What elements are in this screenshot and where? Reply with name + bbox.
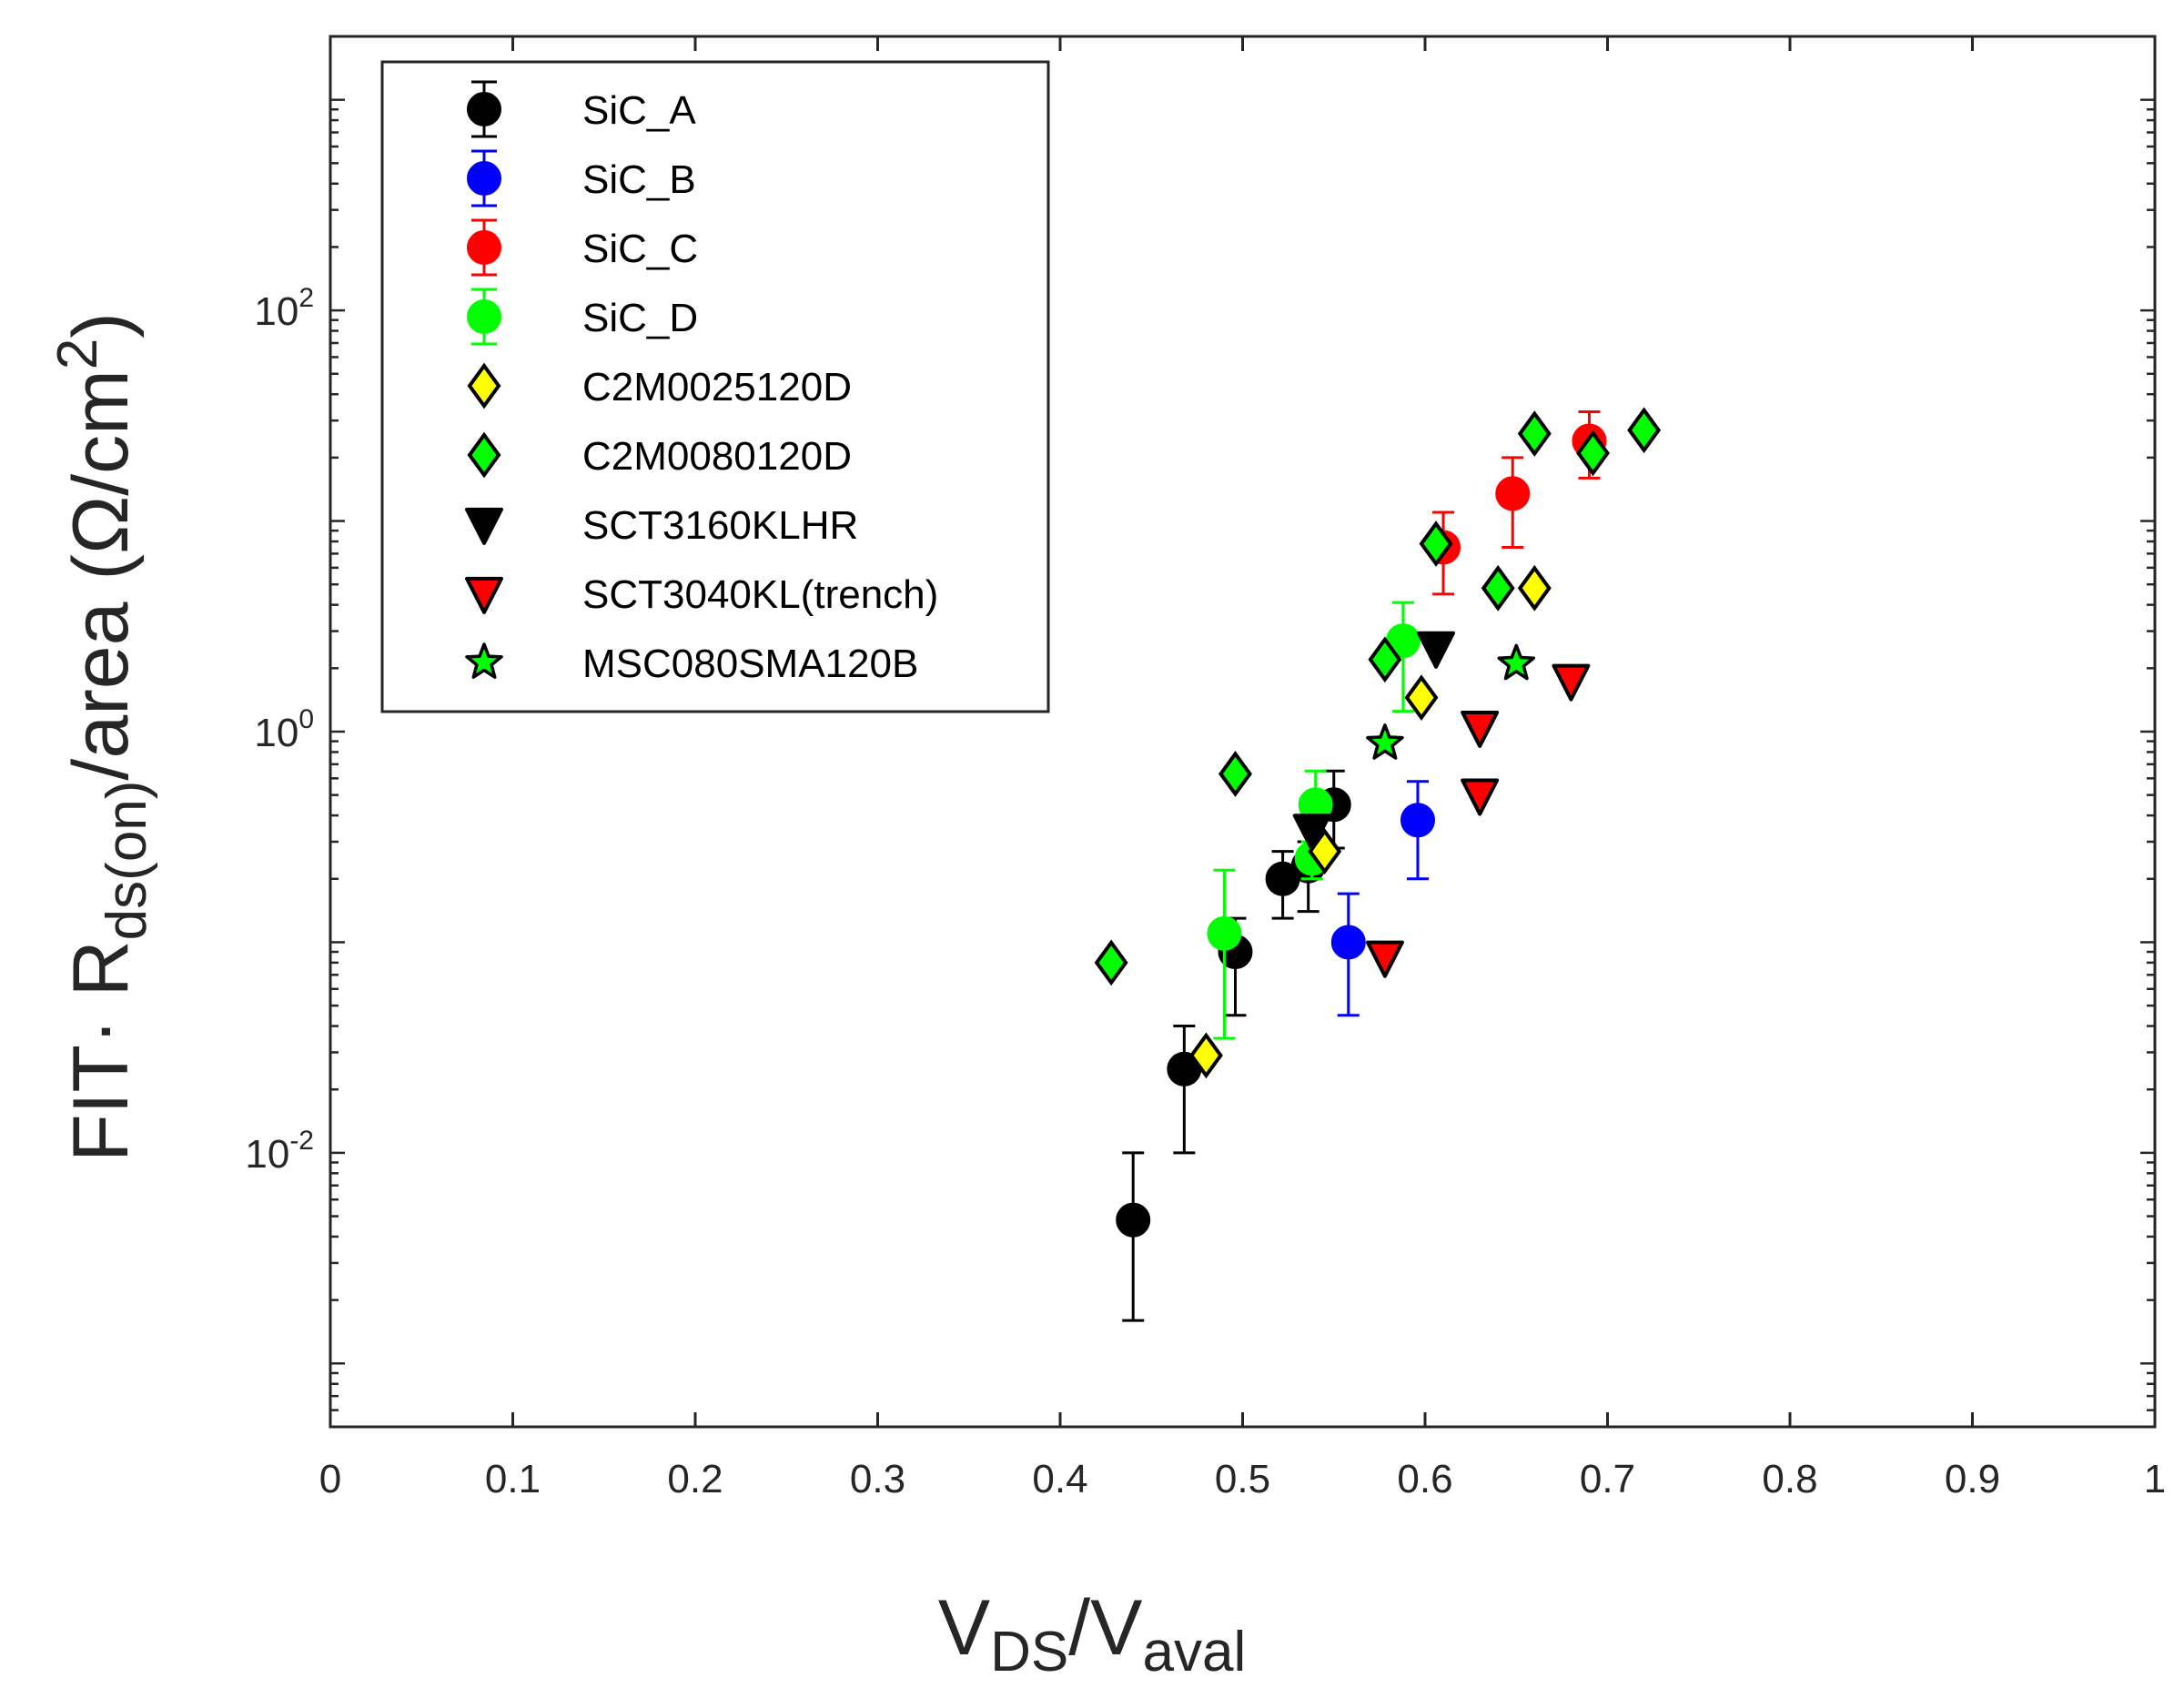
data-point	[1517, 410, 1552, 457]
legend-entry: C2M0080120D	[467, 431, 852, 479]
legend-entry: SiC_A	[467, 80, 696, 138]
data-point	[1461, 710, 1500, 748]
legend-entry: SiC_B	[467, 149, 696, 207]
y-axis-title: FIT· Rds(on)/area (Ω/cm2)	[46, 312, 158, 1162]
legend-entry: SiC_D	[467, 288, 698, 346]
legend-label: MSC080SMA120B	[582, 642, 918, 686]
y-tick-label-base: 10	[254, 711, 298, 755]
data-point	[1627, 407, 1662, 454]
legend-entry: MSC080SMA120B	[465, 642, 918, 686]
data-point	[1116, 1202, 1151, 1238]
x-tick-label: 0.4	[1032, 1457, 1087, 1501]
legend-entry: SCT3160KLHR	[465, 503, 858, 548]
legend-marker	[467, 230, 501, 265]
series-sic-b	[1330, 780, 1435, 1017]
data-point	[1207, 915, 1242, 951]
series-sct3160klhr	[1292, 631, 1456, 852]
x-tick-label: 1	[2144, 1457, 2166, 1501]
legend-marker	[467, 362, 501, 409]
legend-label: SCT3160KLHR	[582, 503, 858, 548]
data-point	[1188, 1032, 1223, 1079]
data-point	[1461, 778, 1500, 816]
data-point	[1495, 476, 1531, 511]
y-tick-label-base: 10	[245, 1132, 289, 1177]
legend-entry: SiC_C	[467, 218, 698, 277]
legend-label: SiC_D	[582, 296, 698, 340]
legend-label: C2M0025120D	[582, 365, 852, 409]
legend-marker	[465, 507, 503, 545]
legend-label: C2M0080120D	[582, 434, 852, 479]
data-point	[1366, 723, 1404, 760]
data-point	[1404, 674, 1439, 722]
legend-entry: C2M0025120D	[467, 362, 852, 409]
x-axis-title: VDS/Vaval	[938, 1584, 1247, 1683]
legend-label: SiC_A	[582, 88, 696, 133]
y-axis-title-sup: 2	[46, 339, 109, 369]
x-tick-label: 0	[319, 1457, 341, 1501]
y-tick-label-exponent: 2	[298, 283, 314, 313]
data-point	[1419, 521, 1453, 567]
y-axis-title-sub: ds(on)	[96, 781, 158, 941]
x-tick-label: 0.5	[1215, 1457, 1270, 1501]
data-point	[1400, 803, 1435, 838]
x-tick-label: 0.6	[1397, 1457, 1452, 1501]
y-tick-label: 102	[254, 283, 314, 334]
legend-marker	[465, 576, 503, 614]
x-tick-label: 0.7	[1580, 1457, 1635, 1501]
legend-marker	[467, 299, 501, 334]
legend-label: SCT3040KL(trench)	[582, 572, 938, 617]
legend-marker	[467, 161, 501, 196]
series-sct3040kl-trench	[1365, 663, 1591, 978]
series-msc080sma120b	[1366, 643, 1536, 760]
y-tick-label: 100	[254, 704, 314, 755]
x-axis-title-sub2: aval	[1143, 1621, 1247, 1683]
legend-label: SiC_C	[582, 227, 698, 271]
legend-marker	[467, 431, 501, 479]
data-point	[1575, 430, 1610, 477]
y-axis-title-prefix: FIT· R	[57, 940, 145, 1162]
x-tick-label: 0.2	[667, 1457, 723, 1501]
data-point	[1517, 564, 1552, 612]
y-axis-title-suffix: /area (Ω/cm	[57, 369, 145, 780]
data-point	[1552, 663, 1591, 702]
data-point	[1417, 631, 1456, 669]
y-tick-label-exponent: -2	[289, 1126, 314, 1156]
data-point	[1292, 814, 1331, 852]
data-point	[1497, 643, 1536, 681]
legend-label: SiC_B	[582, 157, 696, 202]
x-axis-title-sub1: DS	[990, 1621, 1068, 1683]
x-tick-label: 0.1	[485, 1457, 541, 1501]
legend-marker	[467, 92, 501, 126]
data-point	[1330, 925, 1366, 960]
x-axis-title-main: V	[938, 1584, 990, 1672]
legend-entry: SCT3040KL(trench)	[465, 572, 938, 617]
x-tick-label: 0.3	[850, 1457, 905, 1501]
data-point	[1368, 636, 1402, 683]
data-point	[1365, 940, 1404, 978]
legend: SiC_A SiC_B SiC_C SiC_D C2M0025120D C2M008012…	[380, 60, 1050, 713]
x-axis-title-slash: /V	[1068, 1584, 1142, 1672]
y-tick-label-base: 10	[254, 289, 298, 334]
data-point	[1094, 939, 1128, 986]
data-point	[1218, 751, 1252, 797]
x-tick-label: 0.8	[1762, 1457, 1817, 1501]
y-tick-label: 10-2	[245, 1126, 314, 1177]
y-axis-title-close: )	[57, 312, 145, 339]
series-c2m0080120d	[1094, 407, 1662, 986]
legend-marker	[465, 642, 503, 679]
plot-area	[1094, 407, 1662, 1322]
y-tick-label-exponent: 0	[298, 704, 314, 734]
data-point	[1481, 564, 1515, 612]
x-tick-label: 0.9	[1945, 1457, 2000, 1501]
